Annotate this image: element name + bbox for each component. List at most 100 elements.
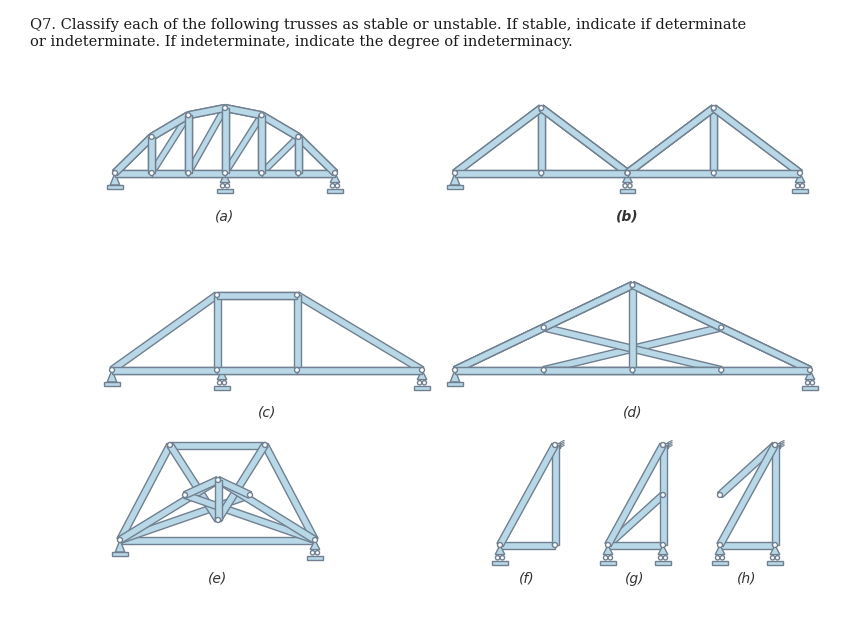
Circle shape — [772, 542, 778, 548]
Polygon shape — [455, 366, 544, 374]
Polygon shape — [148, 137, 155, 173]
Bar — [492, 561, 508, 564]
Polygon shape — [186, 106, 228, 174]
Polygon shape — [710, 108, 717, 173]
Polygon shape — [115, 169, 152, 176]
Circle shape — [630, 282, 635, 288]
Circle shape — [538, 171, 544, 176]
Circle shape — [186, 112, 191, 118]
Polygon shape — [623, 173, 632, 182]
Polygon shape — [605, 443, 666, 547]
Bar — [555, 442, 560, 448]
Circle shape — [805, 381, 810, 385]
Circle shape — [316, 551, 320, 555]
Circle shape — [247, 492, 252, 498]
Polygon shape — [217, 366, 297, 374]
Circle shape — [795, 184, 799, 188]
Polygon shape — [543, 324, 722, 373]
Polygon shape — [221, 108, 229, 173]
Text: or indeterminate. If indeterminate, indicate the degree of indeterminacy.: or indeterminate. If indeterminate, indi… — [30, 35, 573, 49]
Circle shape — [625, 171, 630, 176]
Text: (a): (a) — [215, 210, 235, 224]
Polygon shape — [453, 105, 544, 176]
Circle shape — [259, 112, 264, 118]
Polygon shape — [225, 104, 263, 119]
Circle shape — [603, 556, 608, 560]
Circle shape — [663, 556, 668, 560]
Polygon shape — [188, 169, 225, 176]
Circle shape — [628, 184, 632, 188]
Circle shape — [775, 556, 779, 560]
Polygon shape — [453, 282, 634, 373]
Polygon shape — [720, 324, 812, 373]
Polygon shape — [298, 169, 335, 176]
Polygon shape — [223, 114, 264, 174]
Circle shape — [798, 171, 803, 176]
Polygon shape — [150, 112, 190, 140]
Polygon shape — [187, 104, 225, 119]
Circle shape — [661, 542, 666, 548]
Polygon shape — [225, 169, 262, 176]
Polygon shape — [225, 169, 262, 176]
Bar — [713, 561, 727, 564]
Circle shape — [495, 556, 499, 560]
Text: (b): (b) — [616, 210, 639, 224]
Polygon shape — [455, 169, 541, 176]
Polygon shape — [712, 105, 802, 176]
Polygon shape — [167, 443, 221, 522]
Polygon shape — [148, 137, 155, 173]
Circle shape — [625, 171, 630, 176]
Circle shape — [420, 368, 425, 372]
Circle shape — [715, 556, 720, 560]
Polygon shape — [298, 169, 335, 176]
Text: (c): (c) — [257, 405, 277, 419]
Polygon shape — [217, 477, 251, 498]
Polygon shape — [608, 541, 663, 549]
Bar — [792, 189, 808, 192]
Polygon shape — [625, 105, 716, 176]
Polygon shape — [108, 370, 117, 382]
Polygon shape — [606, 492, 665, 548]
Polygon shape — [631, 282, 812, 373]
Circle shape — [453, 171, 458, 176]
Bar — [414, 386, 430, 389]
Bar — [802, 386, 818, 389]
Polygon shape — [217, 291, 297, 299]
Polygon shape — [115, 540, 125, 552]
Polygon shape — [297, 366, 422, 374]
Polygon shape — [310, 540, 320, 549]
Bar — [447, 382, 463, 386]
Polygon shape — [295, 137, 302, 173]
Polygon shape — [795, 173, 805, 182]
Polygon shape — [214, 480, 221, 520]
Text: (d): (d) — [623, 405, 642, 419]
Circle shape — [720, 556, 725, 560]
Circle shape — [541, 325, 546, 330]
Polygon shape — [185, 115, 192, 173]
Polygon shape — [330, 173, 340, 182]
Circle shape — [225, 184, 230, 188]
Bar — [307, 556, 323, 559]
Polygon shape — [185, 115, 192, 173]
Bar — [214, 386, 230, 389]
Circle shape — [113, 171, 118, 176]
Circle shape — [186, 171, 191, 176]
Circle shape — [216, 518, 220, 522]
Circle shape — [149, 171, 154, 176]
Polygon shape — [721, 366, 810, 374]
Polygon shape — [149, 114, 191, 174]
Polygon shape — [213, 295, 220, 370]
Circle shape — [711, 171, 716, 176]
Polygon shape — [718, 442, 778, 498]
Polygon shape — [225, 104, 263, 119]
Circle shape — [214, 292, 219, 297]
Polygon shape — [295, 137, 302, 173]
Polygon shape — [543, 324, 722, 373]
Polygon shape — [715, 545, 725, 554]
Polygon shape — [455, 366, 544, 374]
Polygon shape — [215, 443, 268, 522]
Circle shape — [807, 368, 812, 372]
Polygon shape — [296, 134, 337, 176]
Polygon shape — [541, 169, 628, 176]
Circle shape — [498, 542, 503, 548]
